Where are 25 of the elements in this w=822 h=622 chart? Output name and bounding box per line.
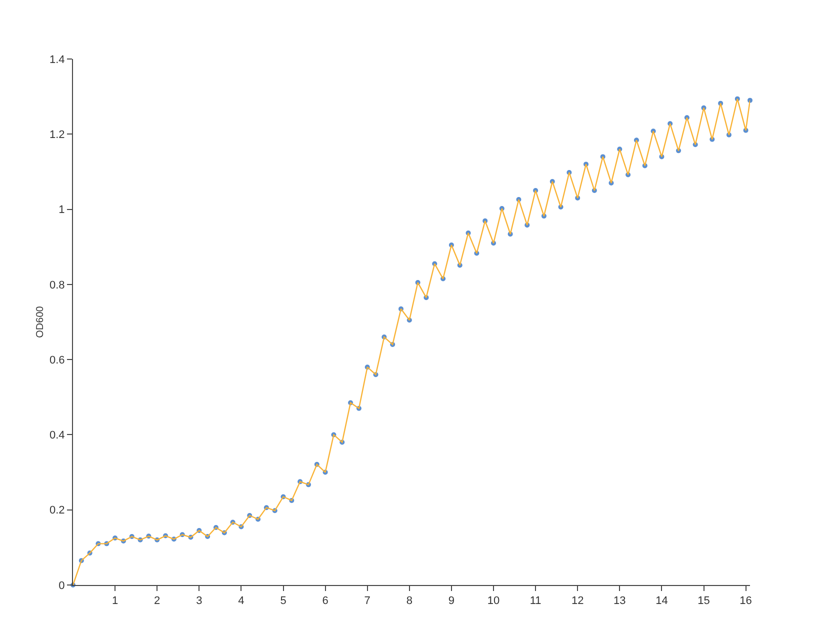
x-tick-label: 3: [196, 595, 202, 608]
x-tick-label: 1: [112, 595, 118, 608]
y-tick-label: 0.2: [50, 504, 65, 517]
x-tick-label: 8: [406, 595, 412, 608]
y-tick-label: 0.6: [50, 354, 65, 366]
x-tick-label: 5: [280, 595, 286, 608]
x-tick-label: 2: [154, 595, 160, 608]
x-tick-label: 16: [740, 595, 752, 608]
x-tick-label: 10: [487, 595, 500, 608]
x-tick-label: 4: [238, 595, 244, 608]
y-tick-label: 1.2: [50, 128, 65, 141]
x-tick-label: 7: [364, 595, 370, 608]
x-tick-label: 11: [530, 595, 542, 608]
y-tick-label: 1: [58, 204, 65, 216]
x-tick-label: 15: [698, 595, 710, 608]
x-tick-label: 12: [571, 595, 584, 608]
x-tick-label: 14: [656, 595, 668, 608]
x-tick-label: 6: [322, 595, 328, 608]
y-axis-title: OD600: [35, 306, 46, 338]
y-tick-label: 0: [58, 580, 65, 592]
y-tick-label: 0.4: [50, 430, 65, 442]
x-tick-label: 9: [448, 595, 455, 608]
x-tick-label: 13: [614, 595, 626, 608]
y-tick-label: 0.8: [50, 279, 65, 292]
y-tick-label: 1.4: [50, 54, 65, 66]
